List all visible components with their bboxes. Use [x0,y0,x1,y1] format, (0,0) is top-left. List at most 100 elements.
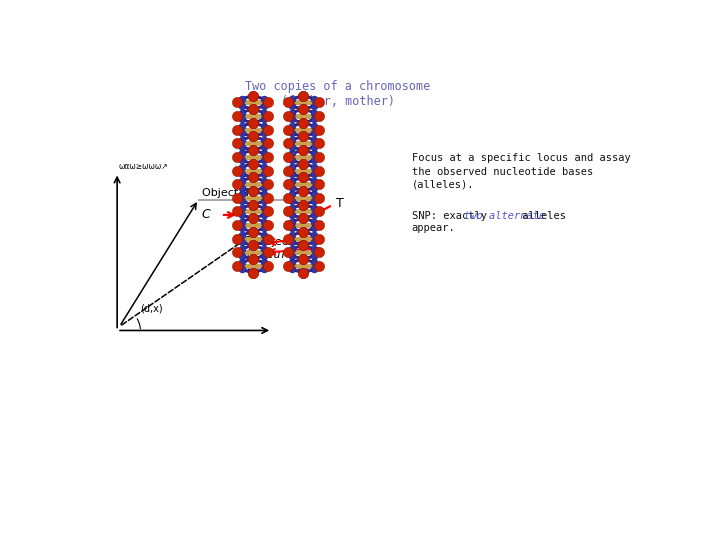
Text: Object x: Object x [256,237,302,246]
Point [297,255,309,264]
Point [247,268,258,277]
Point [247,214,258,222]
Point [236,177,248,185]
Point [258,231,269,240]
Point [247,146,258,154]
Point [297,214,309,222]
Point [263,193,274,202]
Point [308,102,320,110]
Point [236,170,248,178]
Text: alleles: alleles [516,211,567,221]
Point [247,173,258,181]
Point [263,139,274,147]
Point [258,115,269,124]
Point [258,102,269,110]
Point [287,149,298,158]
Point [258,177,269,185]
Point [236,197,248,206]
Point [247,241,258,250]
Point [232,125,243,134]
Point [236,143,248,151]
Point [258,217,269,226]
Point [308,258,320,267]
Point [308,190,320,199]
Point [282,248,293,256]
Point [263,234,274,243]
Point [236,258,248,267]
Text: Object d: Object d [202,188,248,198]
Point [247,255,258,264]
Point [282,153,293,161]
Text: feature 1: feature 1 [246,248,310,261]
Point [247,132,258,141]
Point [258,183,269,192]
Point [308,136,320,144]
Point [308,122,320,131]
Point [258,94,269,103]
Point [247,200,258,209]
Point [282,207,293,215]
Point [247,159,258,168]
Point [258,109,269,117]
Point [287,211,298,219]
Point [258,156,269,165]
Point [308,156,320,165]
Point [313,180,325,188]
Point [263,180,274,188]
Point [287,245,298,253]
Point [258,197,269,206]
Text: two alternate: two alternate [464,211,545,221]
Text: ωαω≥ωωω↗: ωαω≥ωωω↗ [119,162,168,171]
Point [308,217,320,226]
Point [232,207,243,215]
Point [236,94,248,103]
Point [297,241,309,250]
Point [232,221,243,230]
Point [232,234,243,243]
Point [232,248,243,256]
Point [308,245,320,253]
Point [287,143,298,151]
Point [236,129,248,137]
Point [282,193,293,202]
Point [263,166,274,175]
Point [282,221,293,230]
Point [247,132,258,141]
Point [236,122,248,131]
Point [263,248,274,256]
Point [313,125,325,134]
Point [247,214,258,222]
Point [287,102,298,110]
Point [308,265,320,274]
Point [297,200,309,209]
Point [287,251,298,260]
Text: T: T [336,197,344,210]
Point [308,129,320,137]
Point [247,241,258,250]
Text: appear.: appear. [412,224,455,233]
Point [287,136,298,144]
Point [247,227,258,236]
Point [236,190,248,199]
Point [287,197,298,206]
Point [287,115,298,124]
Point [236,163,248,171]
Point [236,217,248,226]
Point [308,163,320,171]
Point [287,190,298,199]
Point [258,204,269,212]
Point [297,227,309,236]
Point [263,112,274,120]
Point [247,173,258,181]
Point [308,183,320,192]
Point [313,166,325,175]
Point [236,109,248,117]
Point [247,268,258,277]
Point [232,139,243,147]
Point [236,238,248,246]
Point [247,159,258,168]
Point [232,166,243,175]
Point [232,112,243,120]
Point [297,255,309,264]
Point [282,261,293,270]
